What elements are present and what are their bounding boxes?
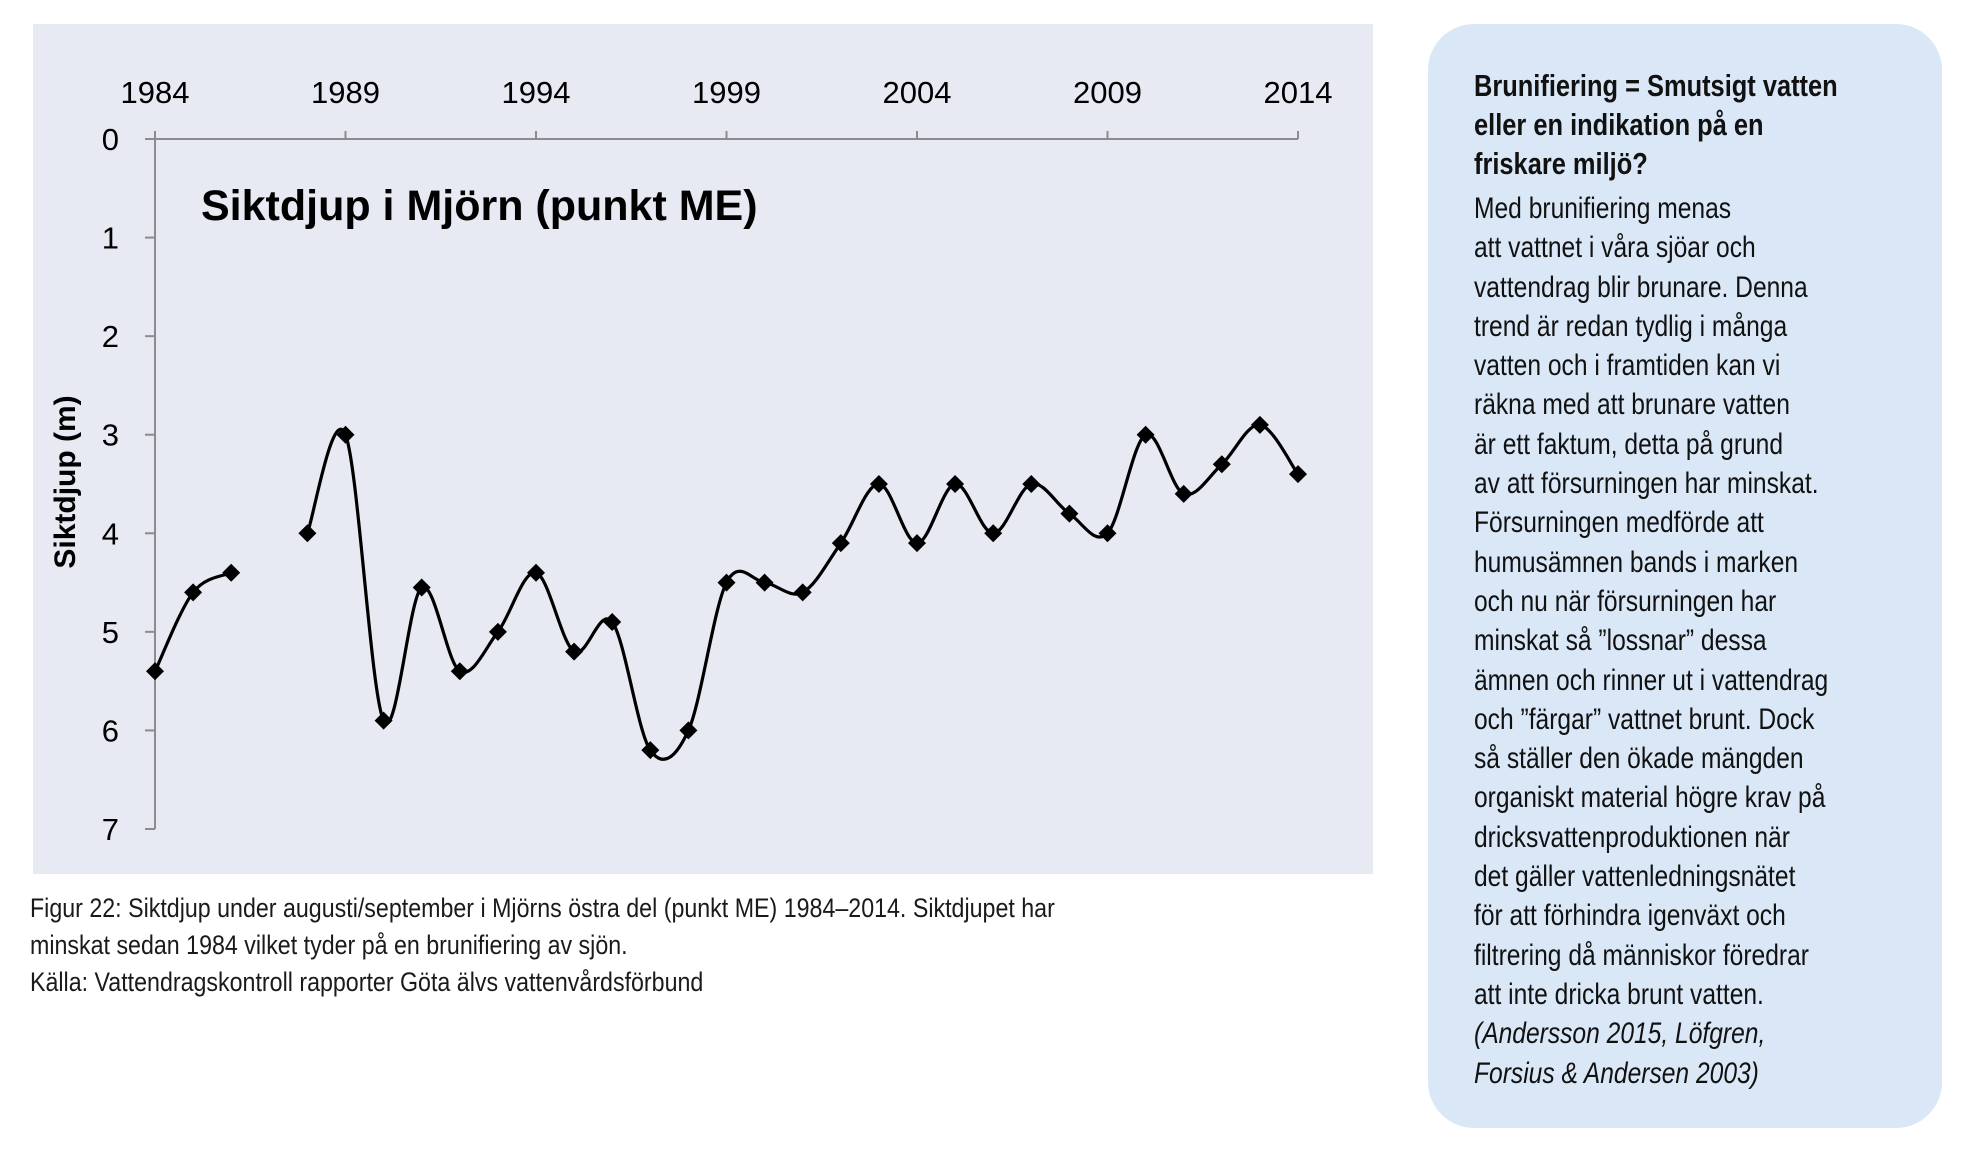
x-tick-label: 2014 xyxy=(1264,75,1333,110)
y-tick-label: 1 xyxy=(102,221,119,256)
data-point xyxy=(488,622,507,641)
heading-line: eller en indikation på en xyxy=(1474,107,1764,142)
body-line: humusämnen bands i marken xyxy=(1474,545,1799,579)
info-box: Brunifiering = Smutsigt vatten eller en … xyxy=(1428,24,1942,1128)
data-point xyxy=(527,563,545,582)
body-line: det gäller vattenledningsnätet xyxy=(1474,860,1796,894)
tick-labels: 1984 1989 1994 1999 2004 2009 2014 0 1 2 3 4 5 6 7 xyxy=(102,75,1333,847)
y-tick-label: 6 xyxy=(102,713,119,748)
x-tick-label: 1999 xyxy=(692,75,761,110)
heading-line: Brunifiering = Smutsigt vatten xyxy=(1474,68,1838,103)
y-tick-label: 2 xyxy=(102,319,119,354)
data-point xyxy=(755,573,774,592)
body-line: minskat så ”lossnar” dessa xyxy=(1474,624,1767,658)
body-line: filtrering då människor föredrar xyxy=(1474,938,1809,972)
source-line: (Andersson 2015, Löfgren, xyxy=(1474,1017,1766,1051)
x-tick-label: 1994 xyxy=(502,75,571,110)
body-line: av att försurningen har minskat. xyxy=(1474,467,1819,501)
data-point xyxy=(146,662,164,681)
y-tick-label: 7 xyxy=(102,812,119,847)
body-line: och nu när försurningen har xyxy=(1474,584,1777,618)
body-line: Försurningen medförde att xyxy=(1474,506,1764,540)
body-line: vattendrag blir brunare. Denna xyxy=(1474,270,1808,304)
data-point xyxy=(831,534,850,553)
data-point xyxy=(1136,425,1155,444)
data-point xyxy=(1022,475,1041,493)
body-line: ämnen och rinner ut i vattendrag xyxy=(1474,663,1829,697)
caption-source: Källa: Vattendragskontroll rapporter Göt… xyxy=(30,967,704,997)
data-point xyxy=(908,534,926,553)
body-line: Med brunifiering menas xyxy=(1474,192,1732,225)
body-line: organiskt material högre krav på xyxy=(1474,781,1826,815)
data-point xyxy=(946,475,965,493)
data-point xyxy=(412,578,431,597)
chart-title: Siktdjup i Mjörn (punkt ME) xyxy=(201,182,758,230)
data-markers xyxy=(146,415,1307,760)
data-point xyxy=(1174,484,1193,503)
body-line: vatten och i framtiden kan vi xyxy=(1474,349,1781,383)
data-point xyxy=(1060,504,1079,523)
data-point xyxy=(565,642,584,661)
data-point xyxy=(374,711,393,730)
y-tick-label: 0 xyxy=(102,122,119,157)
body-line: för att förhindra igenväxt och xyxy=(1474,899,1786,933)
caption-line: Figur 22: Siktdjup under augusti/septemb… xyxy=(30,893,1055,923)
body-line: att inte dricka brunt vatten. xyxy=(1474,977,1764,1011)
data-point xyxy=(1289,465,1307,484)
body-line: så ställer den ökade mängden xyxy=(1474,742,1804,776)
data-point xyxy=(222,563,241,582)
info-box-content: Brunifiering = Smutsigt vatten eller en … xyxy=(1474,66,1933,1093)
info-box-heading: Brunifiering = Smutsigt vatten eller en … xyxy=(1474,66,1933,183)
y-tick-label: 3 xyxy=(102,418,119,453)
body-line: och ”färgar” vattnet brunt. Dock xyxy=(1474,702,1815,736)
caption-line: minskat sedan 1984 vilket tyder på en br… xyxy=(30,930,628,960)
heading-line: friskare miljö? xyxy=(1474,146,1648,181)
y-tick-label: 5 xyxy=(102,615,119,650)
body-line: dricksvattenproduktionen när xyxy=(1474,820,1790,854)
body-line: räkna med att brunare vatten xyxy=(1474,388,1790,422)
body-line: att vattnet i våra sjöar och xyxy=(1474,231,1756,265)
data-point xyxy=(869,475,888,493)
line-chart: 1984 1989 1994 1999 2004 2009 2014 0 1 2 3 4 5 6 7 Sik… xyxy=(49,75,1333,847)
chart-panel: 1984 1989 1994 1999 2004 2009 2014 0 1 2 3 4 5 6 7 Sik… xyxy=(33,24,1373,874)
figure-caption: Figur 22: Siktdjup under augusti/septemb… xyxy=(30,890,1372,1001)
body-line: är ett faktum, detta på grund xyxy=(1474,427,1784,461)
series-siktdjup xyxy=(153,423,1300,761)
source-line: Forsius & Andersen 2003) xyxy=(1474,1056,1759,1090)
data-point xyxy=(1098,524,1117,543)
data-point xyxy=(641,741,660,760)
data-point xyxy=(1212,455,1231,474)
y-axis-label: Siktdjup (m) xyxy=(49,395,82,568)
info-box-body: Med brunifiering menas att vattnet i vår… xyxy=(1474,189,1933,1014)
data-point xyxy=(679,721,698,740)
data-point xyxy=(184,583,203,602)
x-tick-label: 1984 xyxy=(121,75,190,110)
axes xyxy=(145,131,1299,830)
x-tick-label: 1989 xyxy=(311,75,380,110)
data-point xyxy=(603,613,622,631)
x-tick-label: 2009 xyxy=(1073,75,1142,110)
data-point xyxy=(336,425,355,444)
body-line: trend är redan tydlig i många xyxy=(1474,309,1788,343)
y-tick-label: 4 xyxy=(102,516,119,551)
data-point xyxy=(717,573,736,592)
x-tick-label: 2004 xyxy=(883,75,952,110)
data-point xyxy=(298,524,317,543)
data-point xyxy=(450,662,469,681)
info-box-source: (Andersson 2015, Löfgren, Forsius & Ande… xyxy=(1474,1014,1933,1093)
data-point xyxy=(984,524,1003,543)
data-point xyxy=(793,583,812,602)
data-point xyxy=(1250,415,1269,434)
